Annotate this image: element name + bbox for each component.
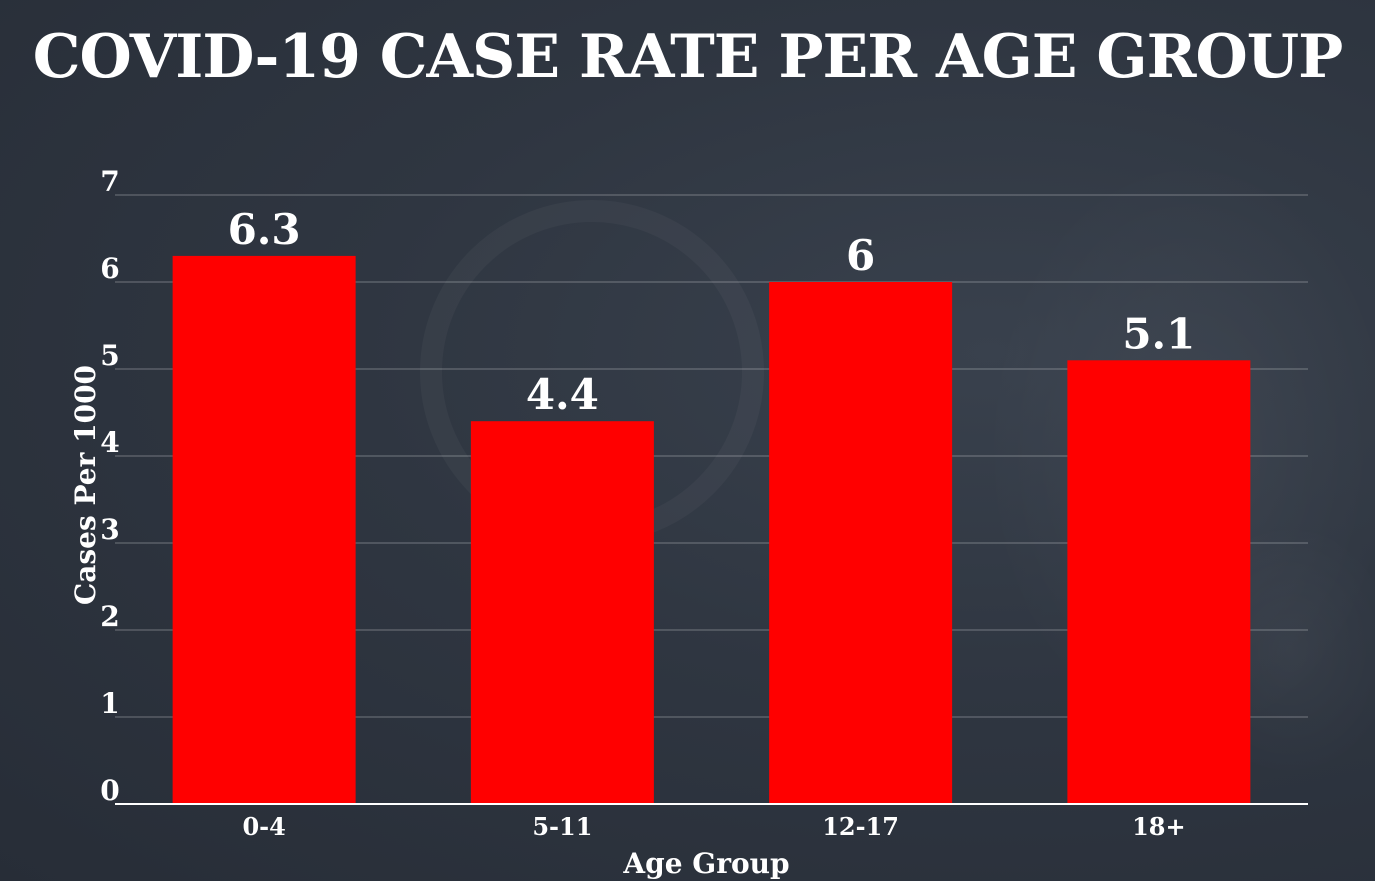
x-tick-label: 5-11 [532, 812, 592, 841]
data-label: 6.3 [228, 205, 301, 254]
data-label: 6 [846, 231, 875, 280]
y-tick-label: 4 [100, 426, 119, 459]
bar-12-17 [769, 282, 953, 804]
bar-5-11 [470, 421, 654, 804]
data-label: 4.4 [526, 370, 599, 419]
x-tick-label: 18+ [1132, 812, 1186, 841]
y-axis-title: Cases Per 1000 [69, 365, 102, 605]
y-tick-label: 5 [100, 339, 119, 372]
bar-0-4 [172, 255, 356, 804]
labels: 0 1 2 3 4 5 6 7 6.3 0-4 4.4 5-11 6 12-17 5.1 18+ [100, 165, 1195, 841]
y-tick-label: 7 [100, 165, 119, 198]
x-tick-label: 12-17 [822, 812, 899, 841]
y-tick-label: 0 [100, 774, 119, 807]
y-tick-label: 1 [100, 687, 119, 720]
bar-18+ [1067, 360, 1251, 804]
y-tick-label: 2 [100, 600, 119, 633]
data-label: 5.1 [1122, 309, 1195, 358]
chart-title: COVID-19 CASE RATE PER AGE GROUP [32, 22, 1344, 92]
y-tick-label: 3 [100, 513, 119, 546]
y-tick-label: 6 [100, 252, 119, 285]
x-tick-label: 0-4 [242, 812, 285, 841]
x-axis-title: Age Group [622, 847, 789, 880]
bars [172, 255, 1251, 804]
